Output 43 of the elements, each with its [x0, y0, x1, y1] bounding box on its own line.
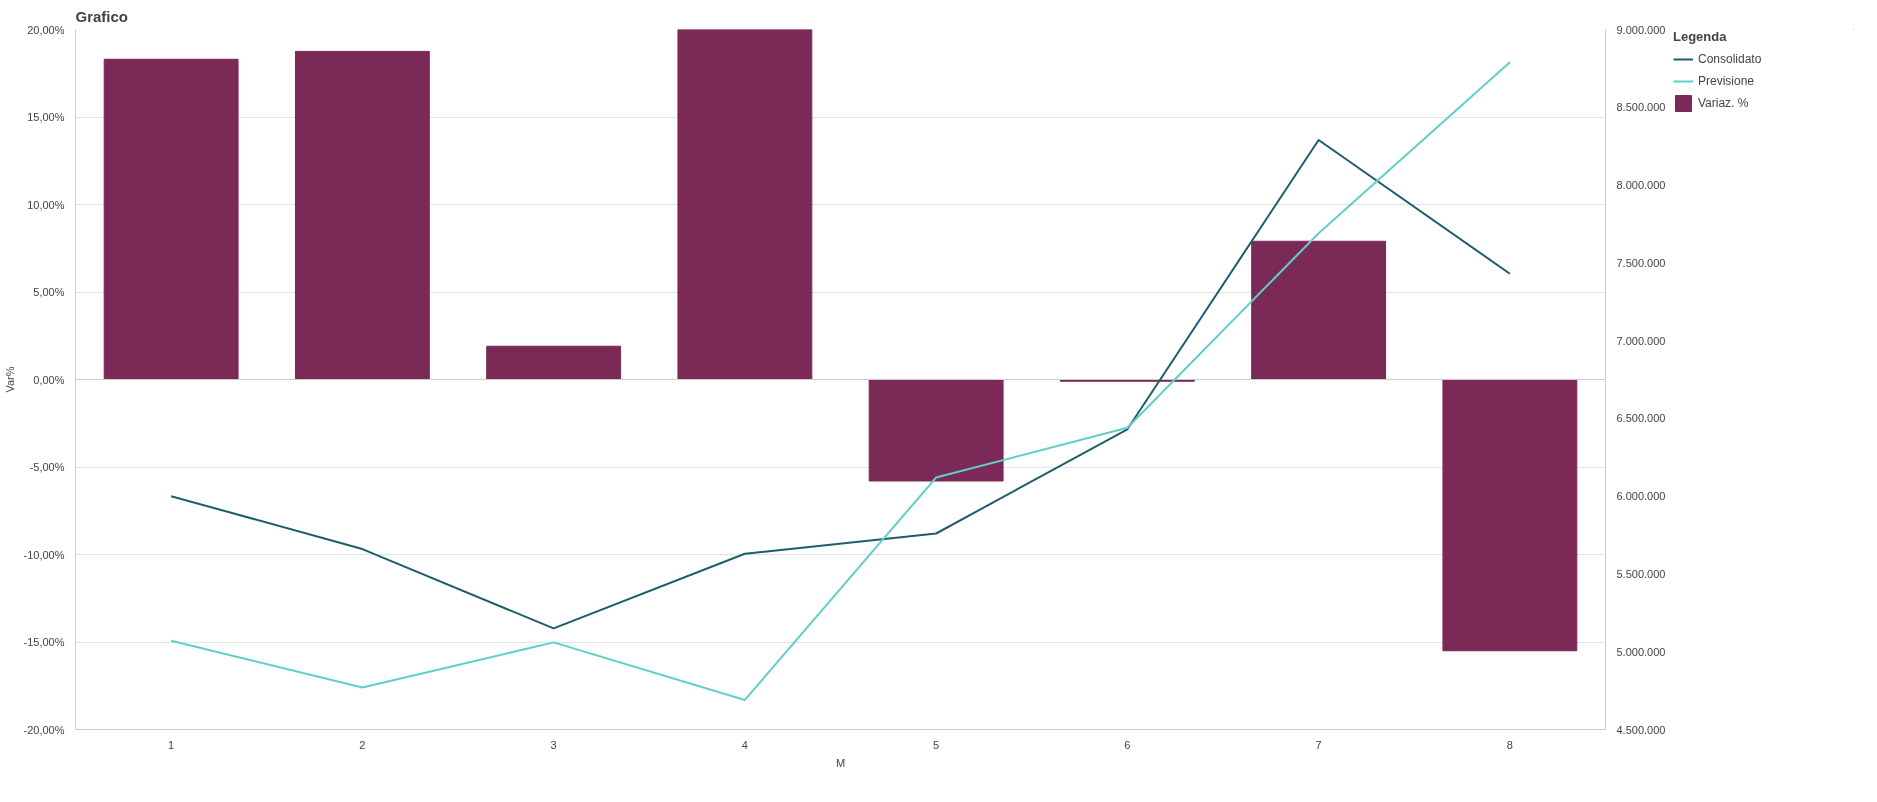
y2-tick-label: 5.500.000	[1616, 567, 1666, 580]
y2-tick-label: 9.000.000	[1616, 23, 1666, 36]
x-tick-label: 2	[359, 738, 366, 751]
y-tick-label: 5,00%	[33, 286, 65, 298]
y2-tick-label: 5.000.000	[1616, 645, 1666, 658]
x-tick-label: 5	[933, 738, 940, 751]
x-tick-label: 4	[741, 738, 748, 751]
bar	[868, 379, 1004, 482]
y2-tick-label: 8.500.000	[1616, 101, 1666, 114]
legend-label: Variaz. %	[1698, 96, 1749, 110]
x-tick-label: 1	[168, 738, 175, 751]
y-tick-label: 15,00%	[27, 111, 65, 123]
bar	[486, 345, 622, 380]
y-tick-label: -15,00%	[23, 636, 65, 648]
chart-title: Grafico	[75, 7, 129, 25]
y-tick-label: -10,00%	[23, 548, 65, 561]
y2-tick-label: 7.500.000	[1616, 256, 1666, 269]
y2-tick-label: 6.000.000	[1616, 490, 1666, 503]
y2-tick-label: 8.000.000	[1616, 179, 1666, 192]
y-tick-label: 20,00%	[27, 23, 65, 36]
x-tick-label: 3	[550, 738, 557, 751]
x-tick-label: 7	[1315, 738, 1322, 751]
y-tick-label: 10,00%	[27, 198, 65, 211]
y2-tick-label: 7.000.000	[1616, 334, 1666, 347]
y-axis-title: Var%	[3, 366, 16, 393]
y-tick-label: -20,00%	[23, 723, 65, 736]
y2-tick-label: 4.500.000	[1616, 723, 1666, 736]
y-tick-label: 0,00%	[33, 373, 65, 386]
y-tick-label: -5,00%	[29, 461, 65, 473]
bar	[1251, 240, 1387, 380]
bar	[677, 29, 813, 380]
bar	[294, 50, 430, 380]
legend-title: Legenda	[1673, 29, 1728, 44]
legend-label: Previsione	[1698, 74, 1755, 88]
x-axis-title: M	[835, 756, 846, 769]
line-series	[170, 61, 1511, 701]
x-tick-label: 8	[1506, 738, 1513, 751]
x-tick-label: 6	[1124, 738, 1131, 751]
bar	[103, 58, 239, 380]
line-series	[170, 138, 1511, 630]
y2-tick-label: 6.500.000	[1616, 412, 1666, 425]
bar	[1442, 379, 1578, 652]
legend-label: Consolidato	[1698, 52, 1762, 66]
